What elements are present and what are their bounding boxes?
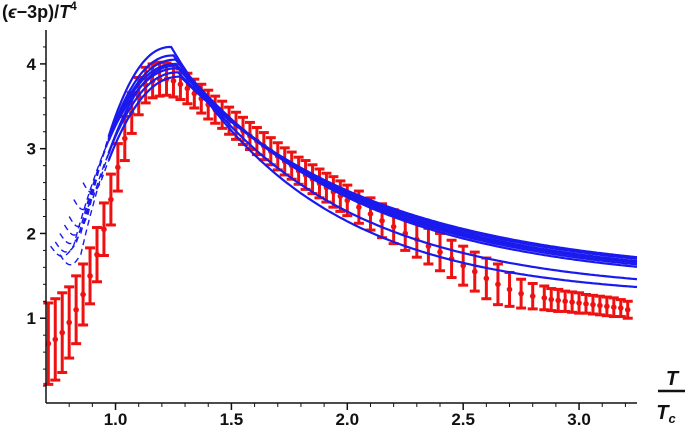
x-tick-label: 1.5 <box>220 410 244 426</box>
data-point <box>518 290 524 297</box>
x-tick-label: 2.5 <box>451 410 475 426</box>
x-tick-label: 3.0 <box>567 410 591 426</box>
y-tick-label: 4 <box>27 55 37 74</box>
data-point <box>80 291 86 298</box>
data-point <box>597 302 603 309</box>
data-point <box>555 297 561 304</box>
data-point <box>576 300 582 306</box>
data-point <box>101 226 107 233</box>
x-ticks: 1.0 1.5 2.0 2.5 3.0 <box>68 403 626 426</box>
data-point <box>115 164 121 171</box>
x-tick-label: 2.0 <box>335 410 359 426</box>
data-point <box>184 85 191 92</box>
data-point <box>562 298 568 305</box>
data-point <box>624 306 631 313</box>
data-point <box>583 301 589 307</box>
y-tick-label: 3 <box>27 140 36 159</box>
data-point <box>122 135 128 142</box>
data-point <box>390 223 397 230</box>
model-curve <box>73 71 638 260</box>
data-point <box>506 286 513 293</box>
data-point <box>367 211 374 217</box>
data-point <box>541 295 548 301</box>
data-point <box>73 306 79 313</box>
data-point <box>52 336 59 343</box>
x-tick-label: 1.0 <box>104 410 128 426</box>
data-point <box>569 299 575 305</box>
svg-text:T: T <box>666 368 680 390</box>
y-axis-label-epsilon: ϵ <box>8 2 17 22</box>
svg-text:Tc: Tc <box>656 402 676 426</box>
y-tick-label: 2 <box>27 224 36 243</box>
data-point <box>483 275 490 282</box>
data-point <box>45 340 52 347</box>
y-tick-label: 1 <box>27 309 36 328</box>
data-point <box>529 293 536 299</box>
data-point <box>611 304 617 311</box>
data-point <box>495 281 501 288</box>
model-curves <box>50 45 638 289</box>
y-ticks: 1 2 3 4 <box>27 46 46 387</box>
data-point <box>590 301 596 308</box>
data-point <box>617 305 624 311</box>
data-point <box>108 196 114 203</box>
data-point <box>87 273 93 279</box>
model-curve <box>54 62 638 266</box>
data-point <box>437 249 443 255</box>
model-curve <box>59 64 638 266</box>
data-point <box>604 303 610 310</box>
data-point <box>94 251 100 258</box>
data-point <box>548 296 555 303</box>
data-point <box>379 217 385 224</box>
model-curve <box>82 75 638 259</box>
data-point <box>177 81 184 88</box>
data-point <box>66 319 72 326</box>
data-point <box>170 78 177 84</box>
data-point <box>356 204 362 210</box>
data-point <box>59 329 66 336</box>
y-axis-label: (ϵ−3p)/T4 <box>2 0 77 22</box>
data-point <box>471 268 478 275</box>
x-axis-label: T Tc <box>656 368 685 426</box>
